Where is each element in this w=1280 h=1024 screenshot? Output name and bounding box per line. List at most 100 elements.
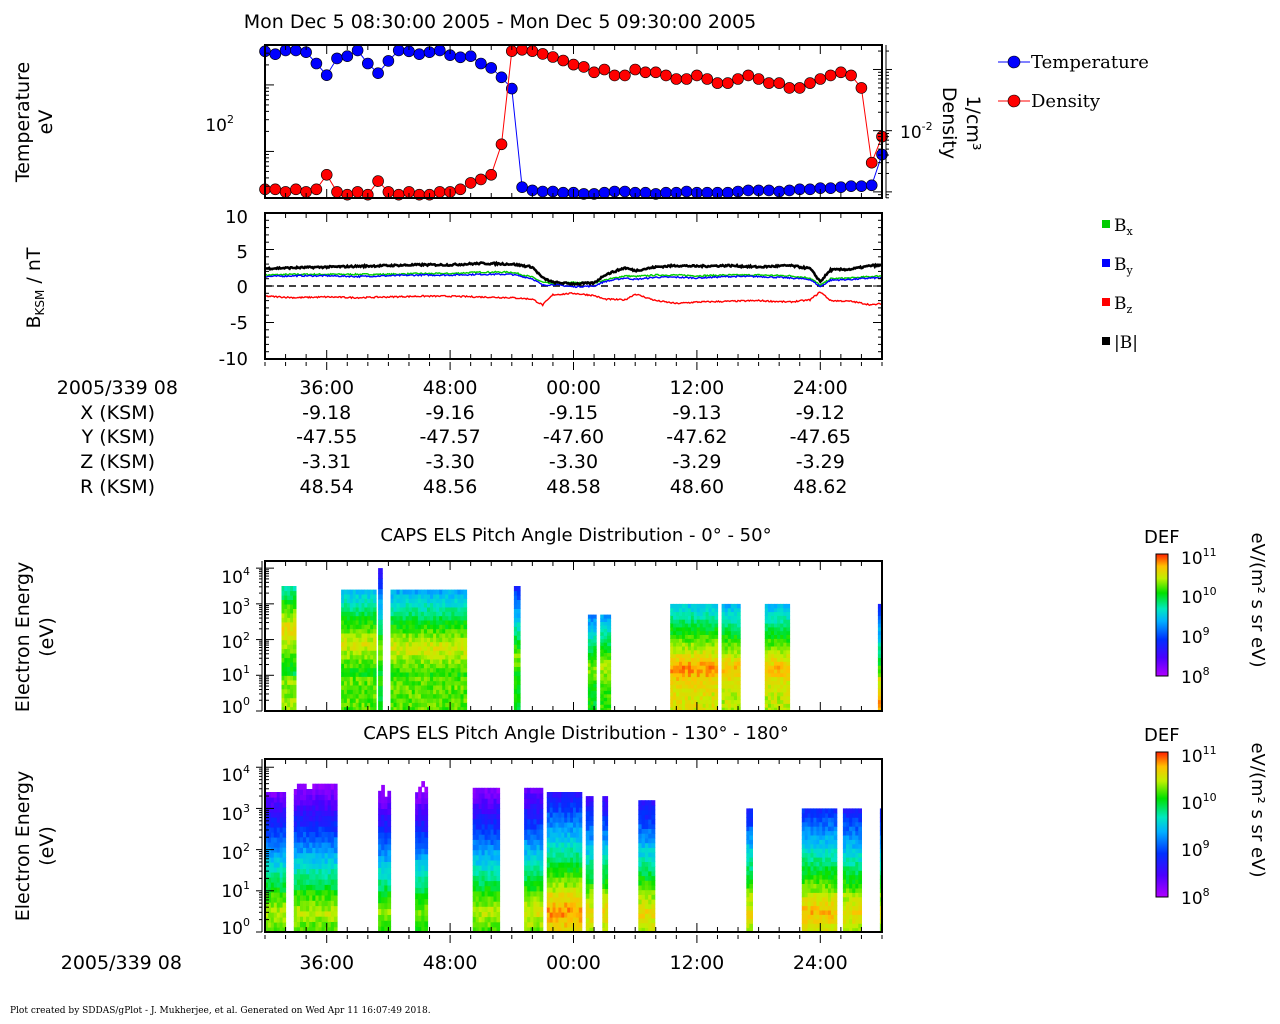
spec1-cell: [346, 645, 351, 651]
spec1-cell: [702, 680, 707, 685]
temperature-point: [392, 44, 405, 57]
spec2-cell: [493, 844, 498, 851]
spec2-cell: [524, 793, 528, 799]
spec2-cell: [567, 907, 571, 913]
spec2-cell: [552, 912, 557, 918]
spec1-cell: [727, 607, 732, 613]
spec1-cell: [730, 703, 735, 708]
spec1-cell: [439, 593, 443, 599]
spec2-cell: [273, 827, 278, 833]
spec2-cell: [530, 829, 534, 835]
spec2-cell: [638, 861, 643, 867]
spec2-cell: [546, 862, 551, 868]
spec1-cell: [774, 665, 778, 670]
spec1-cell: [711, 668, 716, 674]
spec1-cell: [670, 668, 674, 674]
spec2-cell: [327, 820, 332, 827]
spec2-cell: [539, 849, 544, 856]
temperature-point: [351, 44, 364, 57]
spec2-cell: [333, 926, 338, 933]
spec1-cell: [442, 628, 446, 634]
spec2-cell: [318, 889, 323, 896]
spec2-cell: [561, 827, 565, 833]
density-point: [793, 82, 806, 94]
spec2-cell: [312, 783, 316, 790]
spec2-cell: [324, 873, 329, 880]
spec2-cell: [300, 799, 304, 806]
spec1-cell: [733, 707, 738, 712]
spec2-cell: [321, 847, 326, 854]
spec1-cell: [600, 662, 605, 667]
spec2-cell: [644, 922, 649, 928]
spec2-cell: [472, 854, 477, 861]
spec2-cell: [418, 792, 422, 799]
spec1-cell: [711, 642, 716, 647]
spec2-cell: [638, 828, 643, 834]
spec1-cell: [780, 672, 784, 678]
spec1-cell: [408, 606, 413, 612]
spec1-cell: [341, 689, 345, 695]
density-point: [598, 63, 611, 76]
spec1-cell: [670, 645, 674, 651]
spec1-cell: [454, 641, 458, 647]
spec2-cell: [641, 819, 646, 825]
spec2-cell: [533, 870, 538, 876]
spec1-cell: [730, 619, 735, 624]
spec1-cell: [361, 685, 365, 690]
spec1-cell: [423, 598, 428, 604]
spec1-cell: [587, 680, 592, 684]
spec1-cell: [352, 606, 357, 612]
spec1-cell: [727, 676, 732, 681]
spec1-cell: [777, 703, 781, 708]
spec1-cell: [405, 615, 410, 621]
spec1-cell: [460, 628, 465, 634]
spec1-cell: [670, 699, 674, 704]
spec2-cell: [276, 927, 281, 933]
spec2-cell: [641, 870, 646, 877]
spec1-cell: [774, 626, 778, 632]
spec2-cell: [424, 848, 429, 855]
spec1-cell: [708, 699, 713, 704]
spec2-cell: [265, 817, 269, 823]
spec2-cell: [378, 802, 382, 809]
spec1-cell: [676, 630, 680, 635]
spec1-cell: [727, 668, 732, 674]
spec2-cell: [318, 810, 323, 817]
spec2-cell: [472, 865, 477, 871]
spec1-cell: [445, 628, 449, 634]
spec2-cell: [567, 832, 571, 838]
spec2-cell: [490, 829, 495, 835]
spec1-cell: [607, 700, 612, 705]
spec1-cell: [393, 593, 398, 599]
spec1-cell: [451, 689, 455, 695]
spec1-cell: [287, 679, 291, 685]
spec1-cell: [699, 623, 704, 628]
spec2-cell: [822, 927, 826, 933]
spec1-cell: [358, 702, 363, 708]
spec2-cell: [822, 843, 826, 849]
spec1-cell: [448, 624, 452, 630]
spec2-cell: [589, 820, 594, 826]
spec2-cell: [265, 837, 269, 843]
spec1-cell: [427, 685, 431, 690]
spec2-cell: [270, 807, 275, 813]
spec1-cell: [690, 619, 695, 624]
spec2-cell: [575, 852, 580, 858]
spec1-cell: [290, 670, 294, 676]
spec1-cell: [774, 638, 778, 643]
spec1-cell: [352, 706, 357, 712]
spec2-cell: [384, 826, 388, 833]
spec1-cell: [402, 645, 407, 651]
spec2-cell: [589, 883, 594, 889]
spec2-cell: [527, 875, 531, 882]
spec2-cell: [816, 914, 820, 920]
spec2-cell: [533, 849, 538, 856]
spec2-cell: [749, 830, 753, 836]
spec1-cell: [737, 699, 741, 704]
spec2-cell: [578, 837, 583, 843]
spec1-cell: [373, 628, 377, 634]
spec1-cell: [783, 638, 787, 643]
spec2-cell: [558, 862, 562, 868]
spec1-cell: [402, 659, 407, 664]
spec1-cell: [737, 684, 741, 689]
